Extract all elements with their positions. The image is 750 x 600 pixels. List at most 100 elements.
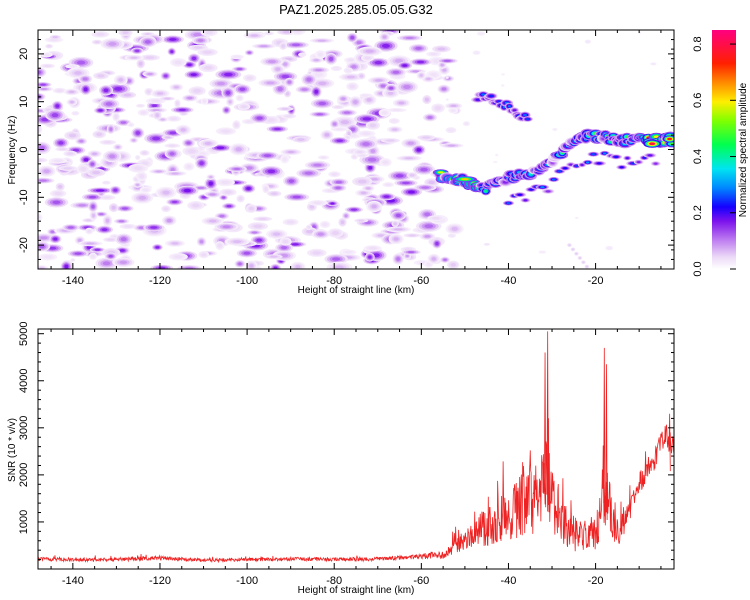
x-tick-label: -120 <box>149 275 171 287</box>
ridge-side-blob <box>529 188 534 191</box>
noise-blob <box>239 87 246 91</box>
colorbar-tick-label: 0.8 <box>692 36 704 51</box>
noise-blob <box>402 64 408 67</box>
noise-blob <box>392 70 400 74</box>
noise-blob <box>151 99 160 103</box>
upper-branch-blob <box>488 94 494 98</box>
noise-blob <box>40 236 48 240</box>
noise-blob <box>393 222 397 226</box>
noise-blob <box>415 46 422 50</box>
noise-blob <box>165 136 171 139</box>
x-tick-label: -80 <box>326 275 342 287</box>
noise-blob <box>183 188 192 193</box>
noise-blob <box>142 151 147 155</box>
y-tick-label: 10 <box>18 96 30 108</box>
noise-blob <box>371 204 377 209</box>
colorbar-label: Normalized spectral amplitude <box>738 82 749 217</box>
noise-blob <box>341 97 346 101</box>
noise-blob <box>95 189 105 192</box>
noise-blob <box>333 66 340 71</box>
noise-blob <box>120 237 127 242</box>
y-tick-label: 0 <box>18 146 30 152</box>
noise-blob <box>143 188 149 192</box>
noise-blob <box>44 53 50 56</box>
noise-blob <box>575 216 579 219</box>
noise-blob <box>255 207 262 210</box>
noise-blob <box>171 172 179 175</box>
noise-blob <box>313 201 323 205</box>
noise-blob <box>451 227 458 231</box>
noise-blob <box>275 67 281 71</box>
noise-blob <box>246 76 253 80</box>
noise-blob <box>249 206 254 211</box>
noise-blob <box>94 41 100 44</box>
snr-background <box>38 329 674 569</box>
noise-blob <box>540 251 545 254</box>
noise-blob <box>474 51 479 55</box>
noise-blob <box>202 99 207 103</box>
noise-blob <box>39 145 45 150</box>
y-tick-label: -20 <box>18 237 30 253</box>
noise-blob <box>447 128 455 132</box>
noise-blob <box>291 43 301 47</box>
noise-blob <box>329 56 334 61</box>
noise-blob <box>313 163 322 167</box>
upper-branch-blob <box>475 98 481 101</box>
x-tick-label: -40 <box>501 575 517 587</box>
noise-blob <box>501 73 505 76</box>
noise-blob <box>204 65 213 70</box>
noise-blob <box>442 68 447 72</box>
noise-blob <box>43 169 50 174</box>
noise-blob <box>359 154 366 157</box>
noise-blob <box>40 83 46 86</box>
noise-blob <box>187 96 193 100</box>
x-tick-label: -20 <box>588 275 604 287</box>
x-tick-label: -20 <box>588 575 604 587</box>
noise-blob <box>352 155 357 159</box>
noise-blob <box>151 104 158 108</box>
noise-blob <box>345 68 352 73</box>
noise-blob <box>107 238 115 241</box>
noise-blob <box>133 166 143 171</box>
noise-blob <box>150 226 158 229</box>
noise-blob <box>193 88 201 93</box>
noise-blob <box>232 240 242 244</box>
noise-blob <box>364 56 371 60</box>
noise-blob <box>394 228 403 231</box>
noise-blob <box>370 149 376 153</box>
noise-blob <box>83 87 88 92</box>
snr-x-label: Height of straight line (km) <box>298 585 415 596</box>
noise-blob <box>135 131 140 135</box>
noise-blob <box>55 104 60 108</box>
noise-blob <box>138 61 143 66</box>
noise-blob <box>164 97 171 100</box>
ridge-side-blob <box>585 161 590 164</box>
snr-series-line <box>38 331 674 564</box>
noise-blob <box>424 224 434 229</box>
noise-blob <box>68 133 77 138</box>
colorbar-tick-label: 0.0 <box>692 261 704 276</box>
noise-blob <box>377 234 385 237</box>
noise-blob <box>136 183 139 186</box>
ridge-side-blob <box>602 152 607 155</box>
noise-blob <box>360 191 367 195</box>
noise-blob <box>126 79 131 83</box>
noise-blob <box>345 250 353 254</box>
noise-blob <box>199 240 204 244</box>
noise-blob <box>304 171 313 175</box>
noise-blob <box>69 90 75 94</box>
noise-blob <box>96 132 103 137</box>
x-tick-label: -100 <box>236 575 258 587</box>
noise-blob <box>333 122 337 126</box>
noise-blob <box>431 257 436 261</box>
noise-blob <box>273 127 281 131</box>
noise-blob <box>58 184 63 189</box>
noise-blob <box>103 88 109 93</box>
noise-blob <box>135 49 140 52</box>
noise-blob <box>246 166 253 170</box>
noise-blob <box>105 102 113 106</box>
noise-blob <box>114 86 123 91</box>
noise-blob <box>585 40 590 43</box>
noise-blob <box>78 238 82 242</box>
colorbar-bar <box>712 30 736 269</box>
